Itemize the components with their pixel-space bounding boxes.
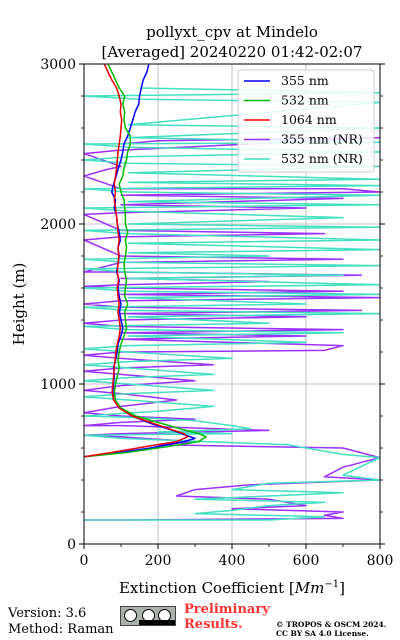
chart-subtitle: [Averaged] 20240220 01:42-02:07: [102, 43, 363, 61]
cc-icon: [124, 609, 137, 622]
cc-license-badge: [120, 606, 176, 626]
legend: 355 nm 532 nm 1064 nm 355 nm (NR) 532 nm (NR…: [237, 69, 375, 173]
y-axis-label: Height (m): [10, 263, 28, 346]
series-line-4: [84, 87, 380, 521]
x-tick-label: 800: [367, 553, 394, 569]
legend-label: 355 nm: [281, 73, 329, 88]
legend-label: 1064 nm: [281, 112, 337, 127]
axis-ticks: 0 200 400 600 800 0 1000 2000 3000: [40, 57, 393, 569]
series-line-2: [84, 64, 189, 458]
x-tick-label: 400: [219, 553, 246, 569]
legend-label: 355 nm (NR): [281, 132, 363, 147]
legend-label: 532 nm: [281, 93, 329, 108]
license-line-2: CC BY SA 4.0 License.: [276, 629, 369, 638]
chart-title: pollyxt_cpv at Mindelo: [146, 23, 318, 41]
version-text: Version: 3.6: [8, 606, 87, 621]
y-tick-label: 0: [67, 537, 76, 553]
prelim-line-2: Results.: [184, 617, 243, 632]
y-tick-label: 1000: [40, 377, 76, 393]
footer-info: Version: 3.6 Method: Raman: [8, 606, 114, 638]
y-tick-label: 3000: [40, 57, 76, 73]
method-text: Method: Raman: [8, 622, 114, 637]
x-axis-label: Extinction Coefficient [Mm−1]: [119, 579, 345, 597]
series-lines: [84, 64, 380, 521]
legend-label: 532 nm (NR): [281, 151, 363, 166]
x-tick-label: 0: [80, 553, 89, 569]
preliminary-results-note: Preliminary Results.: [184, 602, 270, 632]
x-tick-label: 200: [145, 553, 172, 569]
series-line-1: [84, 64, 207, 458]
license-line-1: © TROPOS & OSCM 2024.: [276, 620, 387, 629]
license-text: © TROPOS & OSCM 2024. CC BY SA 4.0 Licen…: [276, 620, 386, 638]
y-tick-label: 2000: [40, 217, 76, 233]
prelim-line-1: Preliminary: [184, 602, 270, 617]
x-tick-label: 600: [293, 553, 320, 569]
legend-box: [237, 69, 375, 173]
badge-strip: [139, 620, 175, 625]
